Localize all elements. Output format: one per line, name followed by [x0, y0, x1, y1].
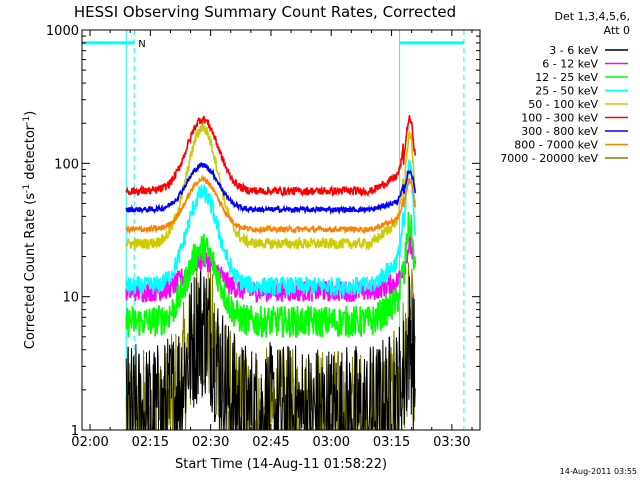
- series-line-8: [125, 262, 416, 431]
- x-tick-label: 02:00: [71, 435, 108, 450]
- series-line-3: [125, 159, 416, 298]
- x-axis: 02:00 02:15 02:30 02:45 03:00 03:15 03:30: [71, 30, 473, 450]
- series-line-4: [125, 123, 416, 252]
- x-tick-label: 03:00: [313, 435, 350, 450]
- legend-label: 6 - 12 keV: [542, 58, 598, 71]
- y-axis-label: Corrected Count Rate (s-1 detector-1): [22, 111, 38, 349]
- chart-title: HESSI Observing Summary Count Rates, Cor…: [74, 3, 456, 21]
- y-axis: 1 10 100 1000: [46, 24, 480, 439]
- x-tick-label: 03:30: [433, 435, 470, 450]
- series-line-6: [125, 161, 416, 216]
- y-tick-label: 1000: [46, 24, 79, 39]
- x-tick-label: 03:15: [373, 435, 410, 450]
- night-marker-label: N: [138, 39, 145, 50]
- x-tick-label: 02:30: [192, 435, 229, 450]
- x-tick-label: 02:45: [252, 435, 289, 450]
- legend-label: 3 - 6 keV: [549, 44, 598, 57]
- y-tick-label: 1: [71, 424, 79, 439]
- legend-label: 800 - 7000 keV: [514, 139, 598, 152]
- legend-header-line1: Det 1,3,4,5,6,: [554, 10, 630, 23]
- series-line-5: [125, 115, 416, 198]
- timestamp: 14-Aug-2011 03:55: [560, 467, 637, 476]
- plot-frame: [81, 29, 481, 431]
- legend-label: 100 - 300 keV: [521, 112, 598, 125]
- series-line-7: [125, 174, 416, 235]
- legend-header-line2: Att 0: [604, 24, 630, 37]
- plot-area: N: [82, 30, 465, 431]
- legend-label: 25 - 50 keV: [535, 85, 598, 98]
- legend-label: 7000 - 20000 keV: [500, 152, 598, 165]
- y-tick-label: 10: [62, 291, 79, 306]
- x-axis-label: Start Time (14-Aug-11 01:58:22): [175, 457, 387, 472]
- series-line-2: [125, 211, 416, 338]
- legend-label: 12 - 25 keV: [535, 71, 598, 84]
- legend-label: 300 - 800 keV: [521, 125, 598, 138]
- x-tick-label: 02:15: [132, 435, 169, 450]
- legend-label: 50 - 100 keV: [528, 98, 598, 111]
- y-tick-label: 100: [54, 157, 79, 172]
